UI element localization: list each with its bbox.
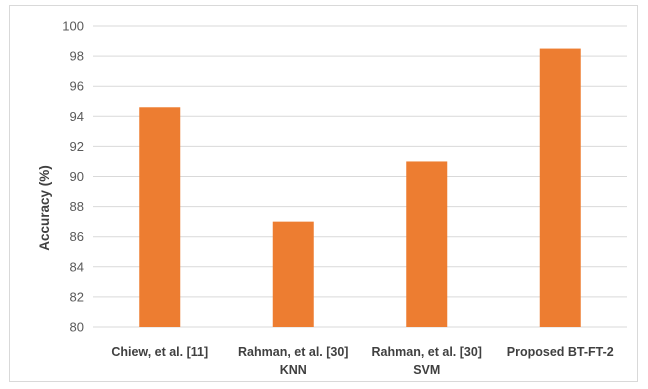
category-label: Chiew, et al. [11] [111,345,208,359]
category-labels: Chiew, et al. [11] Rahman, et al. [30] KNN… [111,345,613,377]
y-tick-label: 88 [70,199,84,214]
y-tick-label: 82 [70,289,84,304]
gridlines [93,25,627,328]
y-tick-label: 98 [70,49,84,64]
category-label: Rahman, et al. [30] [238,345,348,359]
y-tick-label: 84 [70,259,84,274]
y-tick-label: 80 [70,320,84,335]
category-label: KNN [280,363,307,377]
y-tick-label: 86 [70,229,84,244]
y-tick-label: 100 [62,19,84,34]
bar [539,48,581,327]
category-label: Proposed BT-FT-2 [507,345,614,359]
bar [406,161,448,327]
y-tick-label: 90 [70,169,84,184]
y-tick-label: 92 [70,139,84,154]
y-tick-label: 94 [70,109,84,124]
y-tick-labels: 80 82 84 86 88 90 92 94 96 98 100 [62,19,84,335]
bar [139,107,181,328]
category-label: SVM [413,363,440,377]
bar [272,221,314,327]
y-axis-title: Accuracy (%) [37,165,52,251]
bars [139,48,581,328]
y-tick-label: 96 [70,79,84,94]
chart-frame [9,5,638,382]
category-label: Rahman, et al. [30] [372,345,482,359]
